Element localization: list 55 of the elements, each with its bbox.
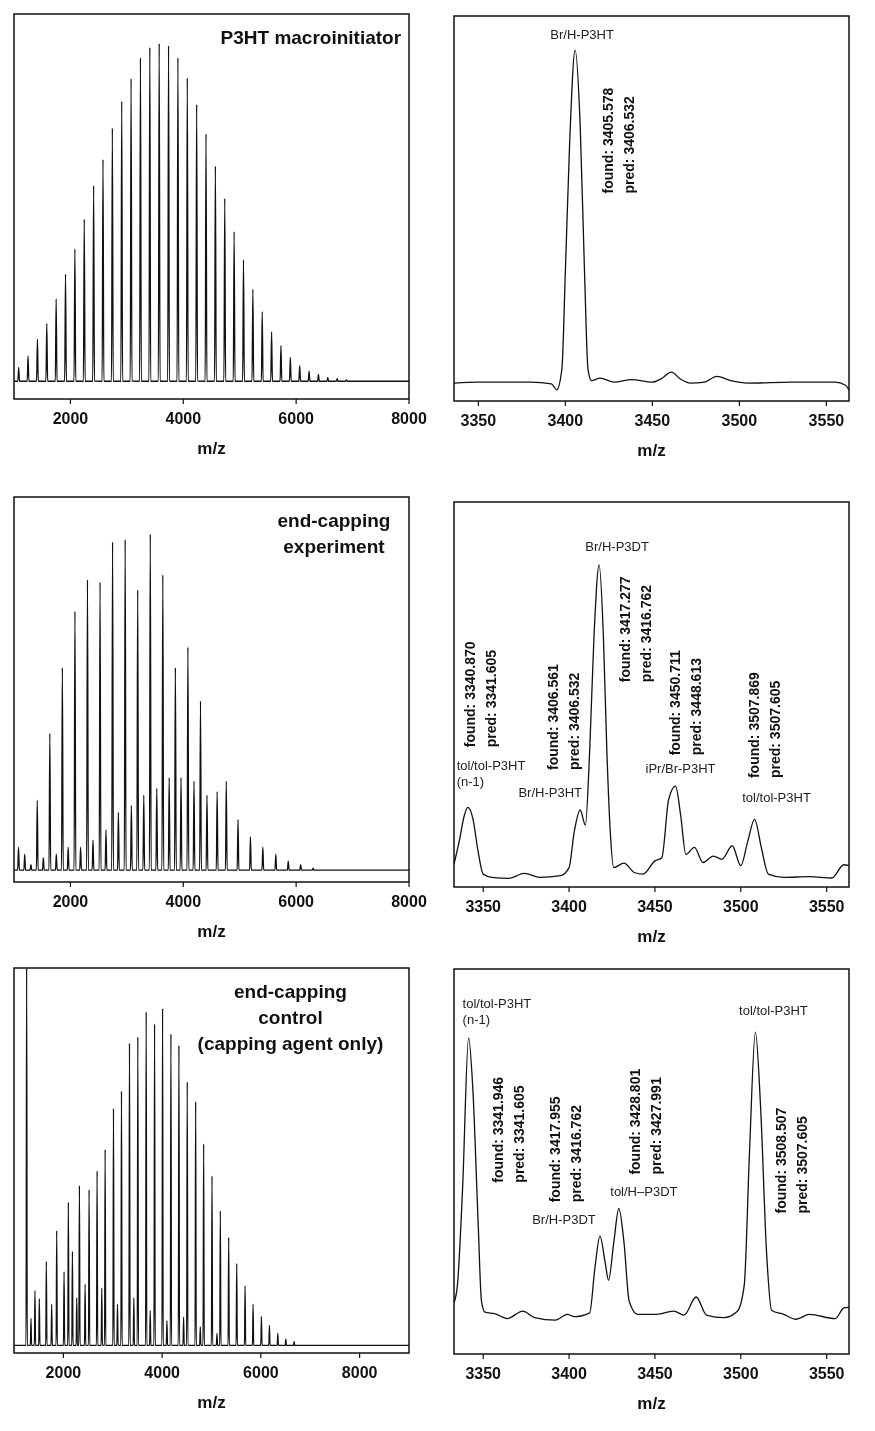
annotation: found: 3417.277 pred: 3416.762: [617, 576, 655, 683]
x-tick-label: 6000: [278, 410, 315, 427]
x-tick-label: 6000: [243, 1364, 279, 1381]
annotation: tol/tol-P3HT: [739, 1003, 808, 1019]
x-tick-label: 8000: [341, 1364, 378, 1381]
text: end-capping control (capping agent only): [197, 981, 384, 1054]
x-tick-label: 3500: [721, 412, 758, 429]
x-tick-label: 3550: [808, 898, 845, 915]
x-tick-label: 4000: [144, 1364, 181, 1381]
x-axis-title: m/z: [197, 1393, 226, 1412]
annotation: found: 3507.869 pred: 3507.605: [745, 672, 783, 779]
x-tick-label: 3500: [723, 898, 759, 915]
annotation: tol/tol-P3HT: [742, 790, 811, 806]
annotation: Br/H-P3DT: [532, 1212, 596, 1228]
x-axis-title: m/z: [197, 922, 226, 941]
annotation: found: 3405.578 pred: 3406.532: [599, 87, 637, 194]
annotation: found: 3428.801 pred: 3427.991: [626, 1068, 664, 1175]
x-tick-label: 8000: [391, 410, 427, 427]
x-tick-label: 8000: [391, 893, 427, 910]
x-tick-label: 4000: [165, 410, 202, 427]
x-tick-label: 3400: [547, 412, 584, 429]
x-tick-label: 3550: [808, 412, 845, 429]
annotation: found: 3417.955 pred: 3416.762: [546, 1096, 584, 1203]
x-tick-label: 2000: [52, 893, 89, 910]
x-axis-title: m/z: [637, 927, 666, 946]
x-tick-label: 3350: [465, 898, 502, 915]
x-axis-title: m/z: [197, 439, 226, 458]
x-tick-label: 3450: [634, 412, 671, 429]
x-tick-label: 3550: [808, 1365, 845, 1382]
x-tick-label: 4000: [165, 893, 202, 910]
x-axis-title: m/z: [637, 1394, 666, 1413]
x-tick-label: 3350: [465, 1365, 502, 1382]
x-axis-title: m/z: [637, 441, 666, 460]
annotation: Br/H-P3HT: [550, 27, 614, 43]
chart-title: end-capping experiment: [277, 510, 391, 557]
annotation: found: 3508.507 pred: 3507.605: [773, 1107, 811, 1214]
annotation: found: 3341.946 pred: 3341.605: [490, 1076, 528, 1183]
x-tick-label: 2000: [52, 410, 89, 427]
annotation: Br/H-P3DT: [585, 538, 649, 554]
x-tick-label: 3350: [460, 412, 497, 429]
x-tick-label: 2000: [45, 1364, 82, 1381]
annotation: Br/H-P3HT: [518, 785, 583, 800]
x-tick-label: 6000: [278, 893, 315, 910]
x-tick-label: 3500: [723, 1365, 759, 1382]
chart-title: P3HT macroinitiator: [220, 27, 402, 48]
annotation: iPr/Br-P3HT: [645, 761, 716, 777]
annotation: found: 3340.870 pred: 3341.605: [462, 641, 500, 748]
x-tick-label: 3450: [637, 898, 673, 915]
annotation: tol/H–P3DT: [610, 1184, 678, 1200]
annotation: tol/tol-P3HT (n-1): [462, 995, 532, 1027]
annotation: found: 3450.711 pred: 3448.613: [666, 650, 704, 756]
x-tick-label: 3400: [551, 898, 587, 915]
x-tick-label: 3450: [637, 1365, 673, 1382]
x-tick-label: 3400: [551, 1365, 587, 1382]
annotation: found: 3406.561 pred: 3406.532: [545, 663, 583, 770]
